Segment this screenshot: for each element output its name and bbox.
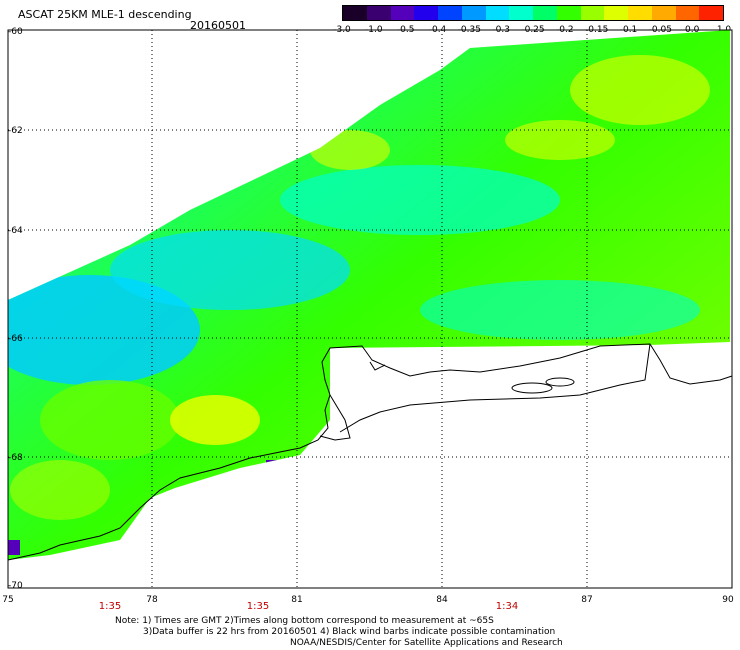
pass-time-label: 1:35 (247, 601, 269, 612)
colorbar-segment (366, 6, 391, 20)
lon-labels: 75 78 81 84 87 90 (2, 595, 734, 605)
colorbar-segment (556, 6, 581, 20)
footer-note-2: 3)Data buffer is 22 hrs from 20160501 4)… (143, 627, 556, 637)
lat-tick-label: -64 (8, 226, 23, 236)
lon-tick-label: 75 (2, 595, 13, 605)
product-date: 20160501 (190, 19, 246, 32)
wind-data-swath (8, 30, 730, 560)
product-title: ASCAT 25KM MLE-1 descending (18, 8, 192, 21)
colorbar-segment (414, 6, 438, 20)
colorbar-segment (438, 6, 462, 20)
coastline (7, 343, 733, 561)
footer-note-1: Note: 1) Times are GMT 2)Times along bot… (115, 616, 494, 626)
pass-time-label: 1:34 (496, 601, 518, 612)
colorbar-segment (651, 6, 676, 20)
colorbar-segment (675, 6, 700, 20)
coastline-detail (369, 361, 386, 371)
colorbar-segment (699, 6, 723, 20)
lat-tick-label: -62 (8, 126, 23, 136)
colorbar-segment (509, 6, 533, 20)
pass-time-label: 1:35 (99, 601, 121, 612)
colorbar-segment (461, 6, 486, 20)
colorbar-segment (343, 6, 367, 20)
lat-labels: -60 -62 -64 -66 -68 -70 (8, 27, 23, 591)
lat-tick-label: -60 (8, 27, 23, 37)
lake-outline-2 (545, 377, 575, 387)
pass-times: 1:35 1:35 1:34 (99, 601, 518, 612)
lon-tick-label: 90 (722, 595, 734, 605)
lake-outline (511, 382, 553, 394)
lat-tick-label: -68 (8, 453, 23, 463)
lat-tick-label: -70 (8, 581, 23, 591)
lon-tick-label: 84 (436, 595, 448, 605)
colorbar-segment (580, 6, 605, 20)
footer-note-3: NOAA/NESDIS/Center for Satellite Applica… (290, 638, 563, 648)
colorbar-segment (604, 6, 628, 20)
lon-tick-label: 78 (146, 595, 158, 605)
ice-shelf-edge (339, 343, 651, 433)
lon-tick-label: 81 (291, 595, 302, 605)
colorbar (342, 5, 724, 21)
colorbar-segment (533, 6, 557, 20)
graticule (8, 30, 732, 588)
map-frame (7, 29, 733, 589)
coastline-island (319, 394, 351, 441)
colorbar-segment (628, 6, 652, 20)
lat-tick-label: -66 (8, 334, 23, 344)
lon-tick-label: 87 (581, 595, 592, 605)
colorbar-segment (390, 6, 415, 20)
colorbar-segment (485, 6, 510, 20)
